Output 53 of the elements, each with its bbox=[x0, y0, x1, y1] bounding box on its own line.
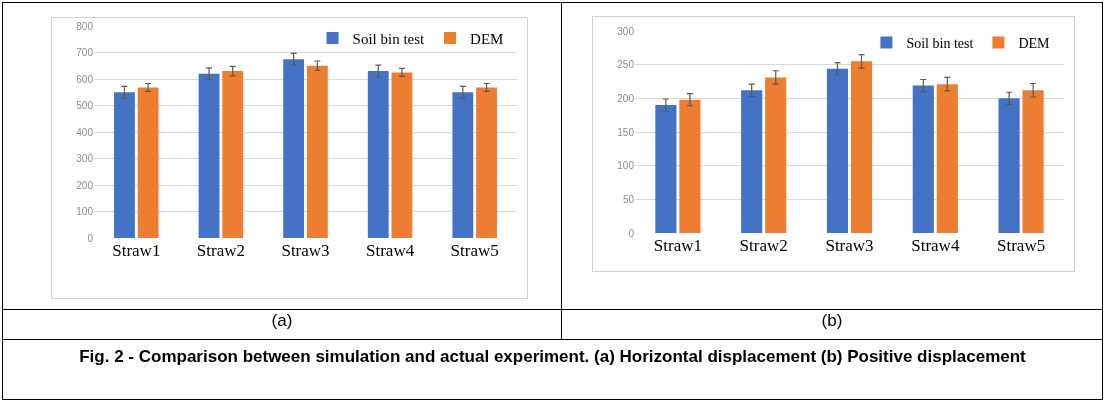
legend-label: Soil bin test bbox=[352, 30, 426, 47]
x-tick-label: Straw4 bbox=[911, 236, 960, 255]
x-tick-label: Straw2 bbox=[739, 236, 788, 255]
bar bbox=[655, 105, 677, 233]
y-tick-label: 300 bbox=[617, 25, 635, 37]
y-tick-label: 100 bbox=[76, 206, 94, 217]
bar bbox=[391, 72, 413, 238]
bar bbox=[826, 68, 849, 233]
bar bbox=[679, 99, 701, 233]
bar bbox=[283, 59, 305, 238]
bar bbox=[998, 98, 1020, 233]
y-tick-label: 50 bbox=[622, 193, 635, 205]
x-tick-label: Straw4 bbox=[366, 241, 415, 260]
bar bbox=[912, 85, 934, 233]
x-tick-label: Straw5 bbox=[450, 241, 499, 260]
bar bbox=[137, 87, 159, 238]
y-tick-label: 150 bbox=[617, 126, 635, 138]
y-tick-label: 800 bbox=[76, 20, 94, 32]
x-tick-label: Straw5 bbox=[997, 236, 1046, 255]
legend-label: Soil bin test bbox=[906, 36, 974, 52]
bar bbox=[306, 65, 328, 238]
x-tick-label: Straw1 bbox=[653, 236, 702, 255]
y-tick-label: 700 bbox=[76, 47, 94, 58]
y-tick-label: 200 bbox=[617, 92, 635, 104]
y-tick-label: 0 bbox=[87, 232, 94, 244]
bar bbox=[198, 73, 220, 238]
bar bbox=[367, 71, 389, 238]
y-tick-label: 200 bbox=[76, 179, 94, 191]
y-tick-label: 250 bbox=[617, 59, 635, 71]
bar bbox=[476, 87, 497, 238]
caption: Fig. 2 - Comparison between simulation and actual experiment. (a) Horizontal displacement (b) Positive displacement bbox=[78, 346, 1027, 368]
text: (b) bbox=[820, 311, 844, 331]
x-tick-label: Straw1 bbox=[112, 241, 161, 260]
y-tick-label: 0 bbox=[628, 227, 635, 239]
bar bbox=[741, 90, 763, 233]
bar bbox=[1022, 90, 1044, 233]
x-tick-label: Straw3 bbox=[825, 236, 874, 255]
x-tick-label: Straw3 bbox=[281, 241, 330, 260]
legend-label: DEM bbox=[1018, 36, 1051, 52]
bar bbox=[222, 71, 244, 238]
x-tick-label: Straw2 bbox=[196, 241, 245, 260]
bar bbox=[114, 92, 135, 238]
y-tick-label: 600 bbox=[76, 73, 94, 85]
y-tick-label: 400 bbox=[76, 126, 94, 138]
bar bbox=[765, 77, 787, 233]
y-tick-label: 300 bbox=[76, 153, 94, 164]
legend-label: DEM bbox=[470, 30, 504, 47]
y-tick-label: 100 bbox=[617, 160, 635, 172]
bar bbox=[936, 84, 958, 233]
y-tick-label: 500 bbox=[76, 100, 94, 111]
bar bbox=[850, 61, 873, 233]
text: (a) bbox=[270, 311, 294, 331]
bar bbox=[452, 92, 474, 238]
